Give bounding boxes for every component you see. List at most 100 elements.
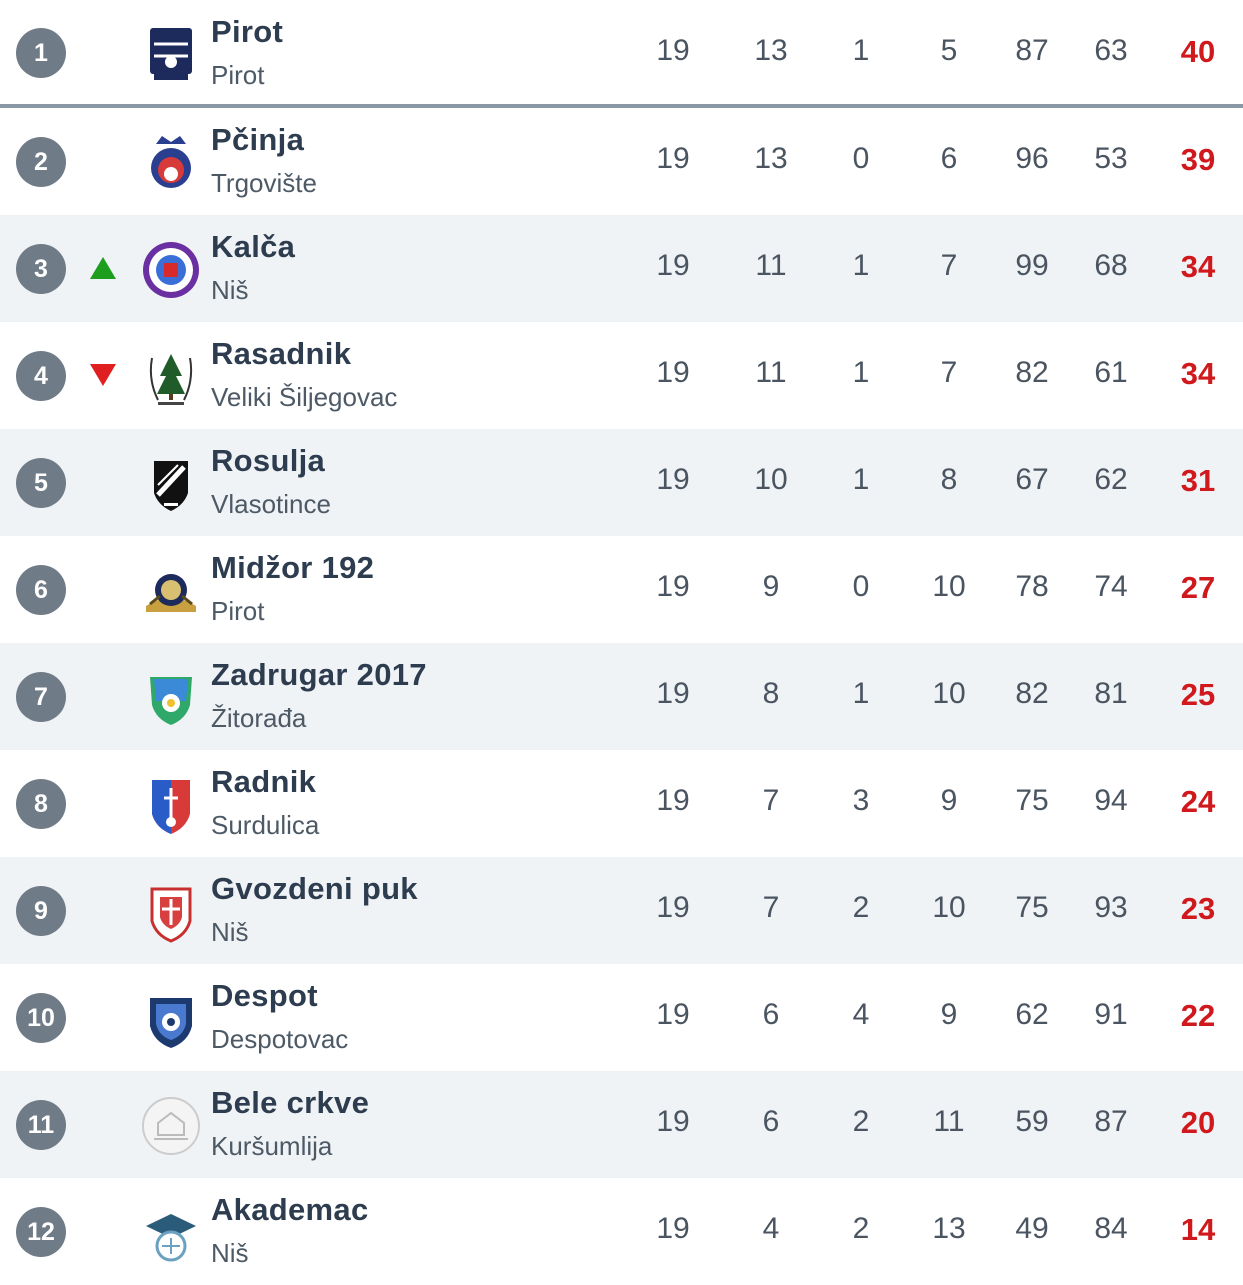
- drawn-cell: 2: [852, 1212, 870, 1245]
- goals-against-cell: 84: [1094, 1212, 1128, 1245]
- despot-crest-icon[interactable]: [140, 988, 202, 1050]
- team-name[interactable]: Zadrugar 2017: [211, 657, 427, 692]
- team-city: Niš: [211, 1238, 249, 1268]
- table-row[interactable]: 6 Midžor 192 Pirot 19 9 0 10 78 74 27: [0, 536, 1243, 643]
- pcinja-crest-icon[interactable]: [140, 132, 202, 194]
- rosulja-crest-icon[interactable]: [140, 453, 202, 515]
- won-cell: 10: [754, 463, 788, 496]
- lost-cell: 10: [932, 677, 966, 710]
- table-row[interactable]: 2 Pčinja Trgovište 19 13 0 6 96 53 39: [0, 108, 1243, 215]
- goals-for-cell: 75: [1015, 891, 1049, 924]
- points-cell: 23: [1180, 891, 1216, 926]
- rank-badge: 12: [16, 1207, 66, 1257]
- table-row[interactable]: 12 Akademac Niš 19 4 2 13 49 84 14: [0, 1178, 1243, 1285]
- points-cell: 22: [1180, 998, 1216, 1033]
- team-name[interactable]: Pirot: [211, 14, 284, 49]
- team-name[interactable]: Gvozdeni puk: [211, 871, 418, 906]
- won-cell: 7: [762, 784, 780, 817]
- goals-against-cell: 91: [1094, 998, 1128, 1031]
- goals-against-cell: 94: [1094, 784, 1128, 817]
- radnik-crest-icon[interactable]: [140, 774, 202, 836]
- rank-badge: 7: [16, 672, 66, 722]
- team-name[interactable]: Rasadnik: [211, 336, 352, 371]
- goals-for-cell: 62: [1015, 998, 1049, 1031]
- played-cell: 19: [656, 891, 690, 924]
- trend-down-icon: [90, 364, 116, 386]
- team-name[interactable]: Kalča: [211, 229, 296, 264]
- bele-crkve-crest-icon[interactable]: [140, 1095, 202, 1157]
- kalca-crest-icon[interactable]: [140, 239, 202, 301]
- table-row[interactable]: 10 Despot Despotovac 19 6 4 9 62 91 22: [0, 964, 1243, 1071]
- team-name[interactable]: Pčinja: [211, 122, 305, 157]
- won-cell: 11: [755, 356, 787, 389]
- pirot-crest-icon[interactable]: [140, 22, 202, 84]
- zadrugar-crest-icon[interactable]: [140, 667, 202, 729]
- lost-cell: 7: [940, 356, 958, 389]
- team-city: Veliki Šiljegovac: [211, 382, 398, 412]
- table-row[interactable]: 8 Radnik Surdulica 19 7 3 9 75 94 24: [0, 750, 1243, 857]
- points-cell: 31: [1180, 463, 1216, 498]
- drawn-cell: 1: [852, 34, 870, 67]
- team-name[interactable]: Bele crkve: [211, 1085, 370, 1120]
- team-city: Niš: [211, 917, 249, 947]
- table-row[interactable]: 4 Rasadnik Veliki Šiljegovac 19 11 1 7 82 61 34: [0, 322, 1243, 429]
- table-row[interactable]: 9 Gvozdeni puk Niš 19 7 2 10 75 93 23: [0, 857, 1243, 964]
- points-cell: 34: [1180, 249, 1216, 284]
- drawn-cell: 3: [852, 784, 870, 817]
- lost-cell: 9: [940, 784, 958, 817]
- goals-against-cell: 74: [1094, 570, 1128, 603]
- lost-cell: 9: [940, 998, 958, 1031]
- played-cell: 19: [656, 1212, 690, 1245]
- drawn-cell: 2: [852, 891, 870, 924]
- team-city: Surdulica: [211, 810, 320, 840]
- drawn-cell: 1: [852, 677, 870, 710]
- points-cell: 24: [1180, 784, 1216, 819]
- won-cell: 6: [762, 998, 780, 1031]
- table-row[interactable]: 5 Rosulja Vlasotince 19 10 1 8 67 62 31: [0, 429, 1243, 536]
- gvozdeni-puk-crest-icon[interactable]: [140, 881, 202, 943]
- rasadnik-crest-icon[interactable]: [140, 346, 202, 408]
- won-cell: 4: [762, 1212, 780, 1245]
- points-cell: 40: [1180, 34, 1216, 69]
- rank-badge: 6: [16, 565, 66, 615]
- lost-cell: 11: [933, 1105, 965, 1138]
- drawn-cell: 1: [852, 356, 870, 389]
- team-name[interactable]: Despot: [211, 978, 318, 1013]
- team-city: Žitorađa: [211, 703, 307, 733]
- table-row[interactable]: 11 Bele crkve Kuršumlija 19 6 2 11 59 87 20: [0, 1071, 1243, 1178]
- lost-cell: 7: [940, 249, 958, 282]
- goals-against-cell: 93: [1094, 891, 1128, 924]
- goals-for-cell: 67: [1015, 463, 1049, 496]
- table-row[interactable]: 7 Zadrugar 2017 Žitorađa 19 8 1 10 82 81 25: [0, 643, 1243, 750]
- table-row[interactable]: 3 Kalča Niš 19 11 1 7 99 68 34: [0, 215, 1243, 322]
- goals-against-cell: 63: [1094, 34, 1128, 67]
- played-cell: 19: [656, 677, 690, 710]
- akademac-crest-icon[interactable]: [140, 1202, 202, 1264]
- drawn-cell: 0: [852, 570, 870, 603]
- team-name[interactable]: Radnik: [211, 764, 317, 799]
- drawn-cell: 1: [852, 249, 870, 282]
- team-city: Despotovac: [211, 1024, 349, 1054]
- table-row[interactable]: 1 Pirot Pirot 19 13 1 5 87 63 40: [0, 0, 1243, 108]
- goals-against-cell: 61: [1094, 356, 1128, 389]
- played-cell: 19: [656, 34, 690, 67]
- drawn-cell: 2: [852, 1105, 870, 1138]
- lost-cell: 13: [932, 1212, 966, 1245]
- won-cell: 8: [762, 677, 780, 710]
- team-name[interactable]: Rosulja: [211, 443, 326, 478]
- drawn-cell: 1: [852, 463, 870, 496]
- team-city: Pirot: [211, 596, 265, 626]
- midzor-crest-icon[interactable]: [140, 560, 202, 622]
- team-name[interactable]: Akademac: [211, 1192, 369, 1227]
- goals-for-cell: 49: [1015, 1212, 1049, 1245]
- rank-badge: 3: [16, 244, 66, 294]
- goals-against-cell: 53: [1094, 142, 1128, 175]
- played-cell: 19: [656, 998, 690, 1031]
- goals-for-cell: 75: [1015, 784, 1049, 817]
- goals-for-cell: 99: [1015, 249, 1049, 282]
- rank-badge: 2: [16, 137, 66, 187]
- rank-badge: 11: [16, 1100, 66, 1150]
- played-cell: 19: [656, 1105, 690, 1138]
- team-name[interactable]: Midžor 192: [211, 550, 375, 585]
